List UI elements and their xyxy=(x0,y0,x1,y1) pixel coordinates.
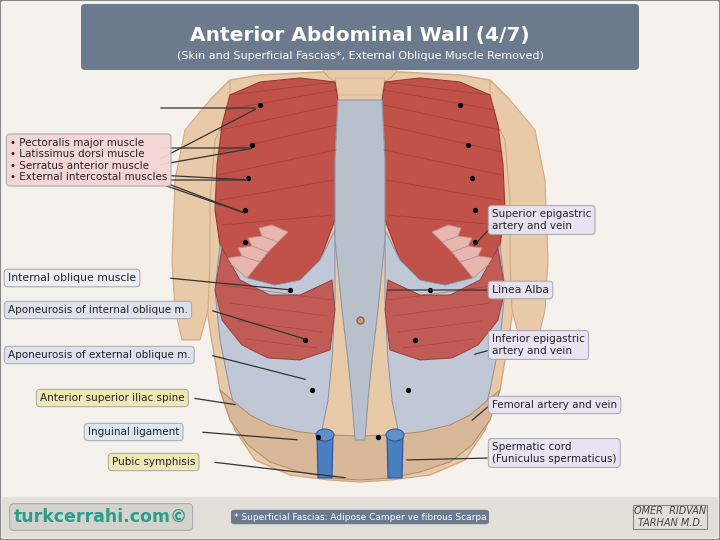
Polygon shape xyxy=(335,78,385,95)
Polygon shape xyxy=(317,435,333,478)
Polygon shape xyxy=(382,78,505,285)
Polygon shape xyxy=(385,230,505,458)
Polygon shape xyxy=(442,236,472,252)
Text: (Skin and Superficial Fascias*, External Oblique Muscle Removed): (Skin and Superficial Fascias*, External… xyxy=(176,51,544,61)
Polygon shape xyxy=(259,225,288,242)
Polygon shape xyxy=(248,236,278,252)
Polygon shape xyxy=(238,246,268,262)
Text: • Pectoralis major muscle
• Latissimus dorsi muscle
• Serratus anterior muscle
•: • Pectoralis major muscle • Latissimus d… xyxy=(10,138,167,183)
Text: Femoral artery and vein: Femoral artery and vein xyxy=(492,400,617,410)
FancyBboxPatch shape xyxy=(2,497,718,538)
Polygon shape xyxy=(228,256,260,278)
Text: Inguinal ligament: Inguinal ligament xyxy=(88,427,179,437)
Text: OMER  RIDVAN
TARHAN M.D.: OMER RIDVAN TARHAN M.D. xyxy=(634,506,706,528)
Text: Aponeurosis of external oblique m.: Aponeurosis of external oblique m. xyxy=(8,350,191,360)
Polygon shape xyxy=(335,100,385,440)
Text: Anterior superior iliac spine: Anterior superior iliac spine xyxy=(40,393,184,403)
Polygon shape xyxy=(215,248,335,360)
Text: Spermatic cord
(Funiculus spermaticus): Spermatic cord (Funiculus spermaticus) xyxy=(492,442,616,464)
Polygon shape xyxy=(452,246,482,262)
Text: turkcerrahi.com©: turkcerrahi.com© xyxy=(14,508,188,526)
Polygon shape xyxy=(387,435,403,478)
Polygon shape xyxy=(490,80,548,340)
Ellipse shape xyxy=(320,32,400,87)
Text: Internal oblique muscle: Internal oblique muscle xyxy=(8,273,136,283)
Ellipse shape xyxy=(316,429,334,441)
Polygon shape xyxy=(172,80,230,340)
Text: Pubic symphisis: Pubic symphisis xyxy=(112,457,195,467)
FancyBboxPatch shape xyxy=(81,4,639,70)
Polygon shape xyxy=(460,256,492,278)
Polygon shape xyxy=(385,248,505,360)
Ellipse shape xyxy=(386,429,404,441)
Text: Aponeurosis of internal oblique m.: Aponeurosis of internal oblique m. xyxy=(8,305,188,315)
Polygon shape xyxy=(215,230,335,458)
Polygon shape xyxy=(432,225,461,242)
Polygon shape xyxy=(195,72,525,482)
Polygon shape xyxy=(215,78,338,285)
Text: Anterior Abdominal Wall (4/7): Anterior Abdominal Wall (4/7) xyxy=(190,26,530,45)
Text: Linea Alba: Linea Alba xyxy=(492,285,549,295)
Text: * Superficial Fascias: Adipose Camper ve fibrous Scarpa: * Superficial Fascias: Adipose Camper ve… xyxy=(234,512,486,522)
Text: Inferior epigastric
artery and vein: Inferior epigastric artery and vein xyxy=(492,334,585,356)
Polygon shape xyxy=(220,390,500,480)
Text: Superior epigastric
artery and vein: Superior epigastric artery and vein xyxy=(492,209,591,231)
